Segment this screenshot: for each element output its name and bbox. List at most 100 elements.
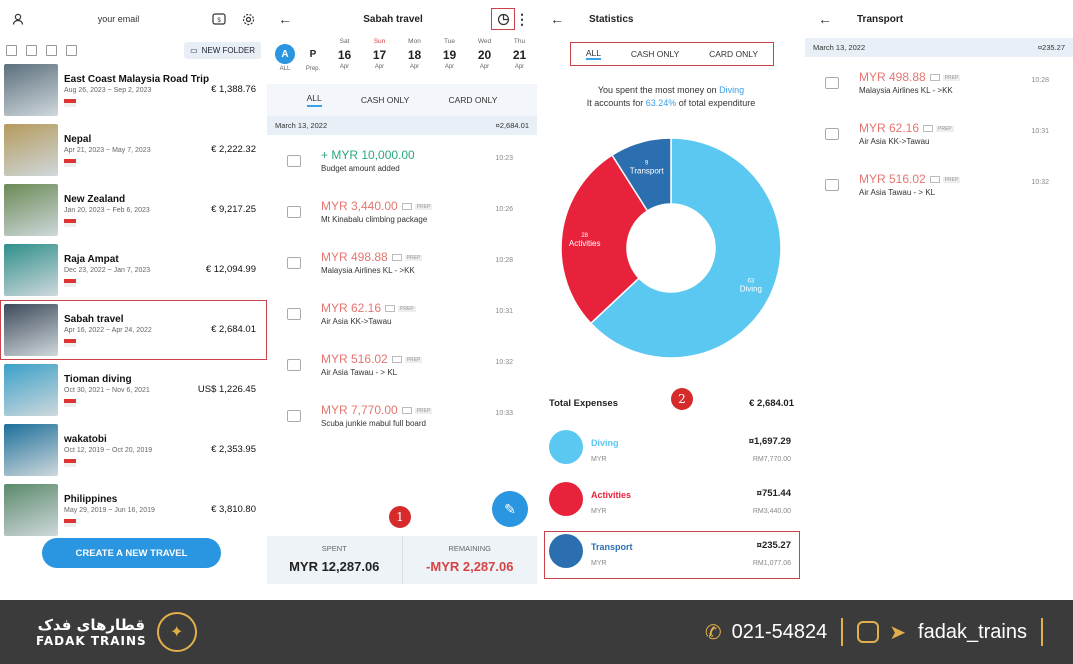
trip-item[interactable]: wakatobi Oct 12, 2019 ~ Oct 20, 2019 € 2,3…: [0, 420, 267, 480]
pencil-icon: ✎: [504, 500, 516, 517]
transaction-amount: MYR 498.88: [321, 250, 388, 264]
spending-summary: You spent the most money on Diving It ac…: [586, 85, 756, 108]
wallet-icon: [287, 154, 301, 167]
date-header: March 13, 2022 ¤235.27: [805, 38, 1073, 57]
view-single-icon[interactable]: [6, 44, 17, 56]
transaction-description: Malaysia Airlines KL - >KK: [859, 86, 953, 95]
step-marker-2: 2: [671, 388, 693, 410]
new-folder-button[interactable]: ▭ NEW FOLDER: [184, 41, 261, 59]
filter-tab-cash-only[interactable]: CASH ONLY: [360, 95, 410, 105]
donut-slice-diving[interactable]: [589, 137, 782, 359]
spent-value: MYR 12,287.06: [289, 559, 380, 574]
card-icon: [385, 305, 396, 313]
statistics-screen: ← Statistics ALL CASH ONLY CARD ONLY You s…: [537, 0, 805, 584]
transaction-amount: MYR 3,440.00: [321, 199, 398, 213]
transaction-row[interactable]: + MYR 10,000.00 Budget amount added 10:23: [267, 135, 537, 186]
back-arrow-icon[interactable]: ←: [818, 11, 832, 27]
transaction-row[interactable]: MYR 516.02 PREP Air Asia Tawau - > KL 10:32: [805, 159, 1073, 210]
total-expenses-row: Total Expenses € 2,684.01: [549, 398, 794, 409]
back-arrow-icon[interactable]: ←: [550, 11, 564, 27]
category-row-activities[interactable]: Activities MYR ¤751.44 RM3,440.00: [545, 480, 799, 526]
transaction-description: Malaysia Airlines KL - >KK: [321, 266, 415, 275]
trip-item[interactable]: Tioman diving Oct 30, 2021 ~ Nov 6, 2021 U…: [0, 360, 267, 420]
all-days-button[interactable]: A ALL: [271, 38, 299, 72]
day-item[interactable]: Thu 21 Apr: [512, 38, 527, 70]
trip-thumbnail: [4, 184, 58, 236]
trip-dates: Oct 12, 2019 ~ Oct 20, 2019: [64, 446, 153, 454]
card-icon: [391, 356, 402, 364]
donut-slice-transport[interactable]: [611, 137, 672, 212]
day-item[interactable]: Tue 19 Apr: [442, 38, 457, 70]
category-icon: [549, 482, 583, 516]
travel-detail-screen: ← Sabah travel ⋮ A ALL P Prep. Sat 16 Apr S…: [267, 0, 537, 584]
transaction-row[interactable]: MYR 62.16 PREP Air Asia KK->Tawau 10:31: [805, 108, 1073, 159]
transaction-amount: MYR 498.88: [859, 70, 926, 84]
trip-amount: € 3,810.80: [211, 504, 256, 515]
day-item[interactable]: Sun 17 Apr: [372, 38, 387, 70]
prep-button[interactable]: P Prep.: [305, 48, 321, 73]
category-row-diving[interactable]: Diving MYR ¤1,697.29 RM7,770.00: [545, 428, 799, 474]
transaction-row[interactable]: MYR 498.88 PREP Malaysia Airlines KL - >KK…: [267, 237, 537, 288]
payment-filter-tabs: ALL CASH ONLY CARD ONLY: [267, 84, 537, 116]
transaction-row[interactable]: MYR 498.88 PREP Malaysia Airlines KL - >KK…: [805, 57, 1073, 108]
transaction-time: 10:32: [495, 359, 513, 366]
filter-tab-all[interactable]: ALL: [585, 48, 602, 60]
flag-icon: [64, 158, 76, 167]
more-options-icon[interactable]: ⋮: [515, 10, 529, 27]
trip-item[interactable]: Raja Ampat Dec 23, 2022 ~ Jan 7, 2023 € 12…: [0, 240, 267, 300]
back-arrow-icon[interactable]: ←: [278, 11, 292, 27]
telegram-icon: ➤: [889, 621, 907, 644]
top-bar: ← Transport: [805, 0, 1073, 38]
transaction-row[interactable]: MYR 3,440.00 PREP Mt Kinabalu climbing pac…: [267, 186, 537, 237]
trip-amount: € 2,684.01: [211, 324, 256, 335]
trip-item[interactable]: New Zealand Jan 20, 2023 ~ Feb 6, 2023 € 9…: [0, 180, 267, 240]
transaction-time: 10:32: [1031, 179, 1049, 186]
filter-tab-all[interactable]: ALL: [306, 93, 322, 107]
prep-tag: PREP: [404, 356, 423, 363]
filter-tab-cash-only[interactable]: CASH ONLY: [630, 49, 680, 59]
page-title: Statistics: [589, 13, 634, 25]
top-bar: ← Sabah travel ⋮: [267, 0, 537, 38]
trip-dates: Oct 30, 2021 ~ Nov 6, 2021: [64, 386, 150, 394]
prep-tag: PREP: [414, 203, 433, 210]
instagram-icon: [857, 621, 880, 643]
card-icon: [391, 254, 402, 262]
transaction-row[interactable]: MYR 62.16 PREP Air Asia KK->Tawau 10:31: [267, 288, 537, 339]
email-label[interactable]: your email: [97, 14, 140, 24]
donut-slice-activities[interactable]: [560, 154, 649, 325]
transaction-row[interactable]: MYR 7,770.00 PREP Scuba junkie mabul full …: [267, 390, 537, 441]
currency-icon[interactable]: $: [209, 9, 229, 29]
trip-thumbnail: [4, 304, 58, 356]
trip-item[interactable]: Philippines May 29, 2019 ~ Jun 16, 2019 € …: [0, 480, 267, 540]
date-header: March 13, 2022 ¤2,684.01: [267, 116, 537, 135]
trip-list: East Coast Malaysia Road Trip Aug 26, 202…: [0, 60, 267, 540]
edit-button[interactable]: ✎: [492, 491, 528, 527]
category-row-transport[interactable]: Transport MYR ¤235.27 RM1,077.06: [544, 531, 800, 579]
trip-item[interactable]: East Coast Malaysia Road Trip Aug 26, 202…: [0, 60, 267, 120]
day-item[interactable]: Sat 16 Apr: [337, 38, 352, 70]
category-icon: [549, 534, 583, 568]
create-travel-button[interactable]: CREATE A NEW TRAVEL: [42, 538, 221, 568]
transaction-row[interactable]: MYR 516.02 PREP Air Asia Tawau - > KL 10:32: [267, 339, 537, 390]
category-icon: [825, 178, 839, 191]
category-icon: [287, 307, 301, 320]
trip-item[interactable]: Sabah travel Apr 16, 2022 ~ Apr 24, 2022 €…: [0, 300, 267, 360]
social-handle[interactable]: fadak_trains: [918, 620, 1027, 643]
view-compact-icon[interactable]: [66, 44, 77, 56]
phone-number[interactable]: 021-54824: [731, 620, 828, 643]
view-list-icon[interactable]: [46, 44, 57, 56]
user-icon[interactable]: [8, 9, 28, 29]
filter-tab-card-only[interactable]: CARD ONLY: [709, 49, 759, 59]
trip-item[interactable]: Nepal Apr 21, 2023 ~ May 7, 2023 € 2,222.3…: [0, 120, 267, 180]
trip-name: Sabah travel: [64, 313, 124, 325]
statistics-button[interactable]: [491, 8, 515, 30]
trip-amount: € 12,094.99: [205, 264, 256, 275]
transaction-description: Air Asia KK->Tawau: [321, 317, 392, 326]
day-item[interactable]: Mon 18 Apr: [407, 38, 422, 70]
day-item[interactable]: Wed 20 Apr: [477, 38, 492, 70]
gear-icon[interactable]: [239, 9, 259, 29]
view-grid-icon[interactable]: [26, 44, 37, 56]
filter-tab-card-only[interactable]: CARD ONLY: [448, 95, 498, 105]
phone-icon: ✆: [704, 621, 722, 644]
trip-amount: € 2,222.32: [211, 144, 256, 155]
